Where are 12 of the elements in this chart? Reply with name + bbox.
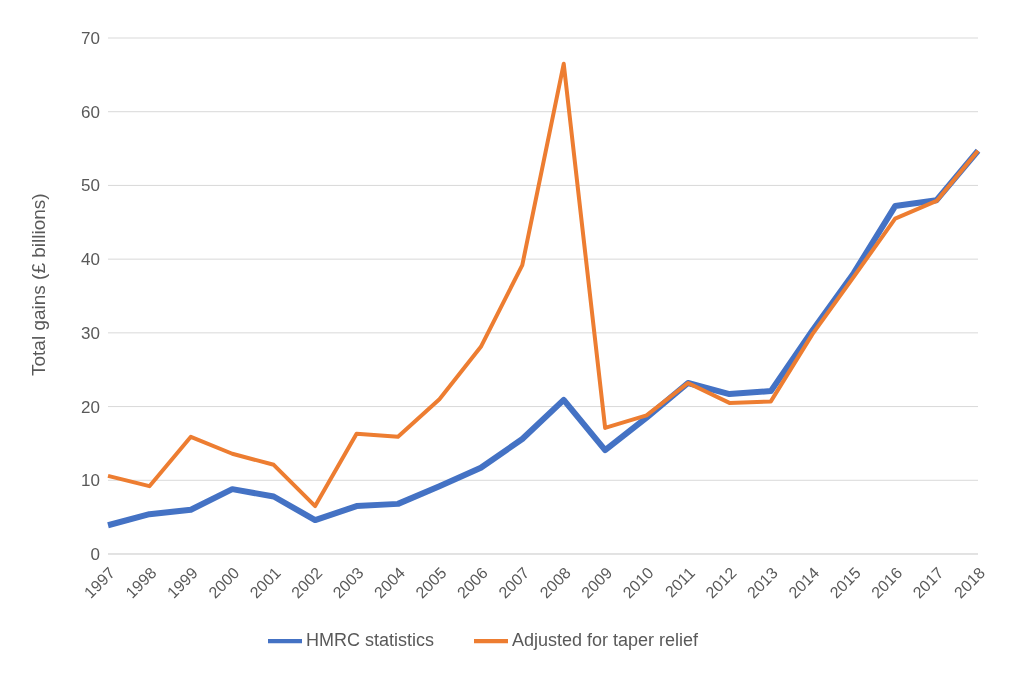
- y-tick-label: 20: [81, 397, 100, 417]
- y-tick-label: 30: [81, 323, 100, 343]
- y-tick-label: 60: [81, 102, 100, 122]
- y-axis-title: Total gains (£ billions): [27, 193, 49, 376]
- legend-label: HMRC statistics: [305, 629, 434, 650]
- legend-label: Adjusted for taper relief: [511, 629, 699, 650]
- y-tick-label: 50: [81, 176, 100, 196]
- y-tick-label: 70: [81, 29, 100, 49]
- y-tick-label: 40: [81, 250, 100, 270]
- y-tick-label: 0: [90, 545, 100, 565]
- y-tick-label: 10: [81, 471, 100, 491]
- line-series: [106, 61, 980, 509]
